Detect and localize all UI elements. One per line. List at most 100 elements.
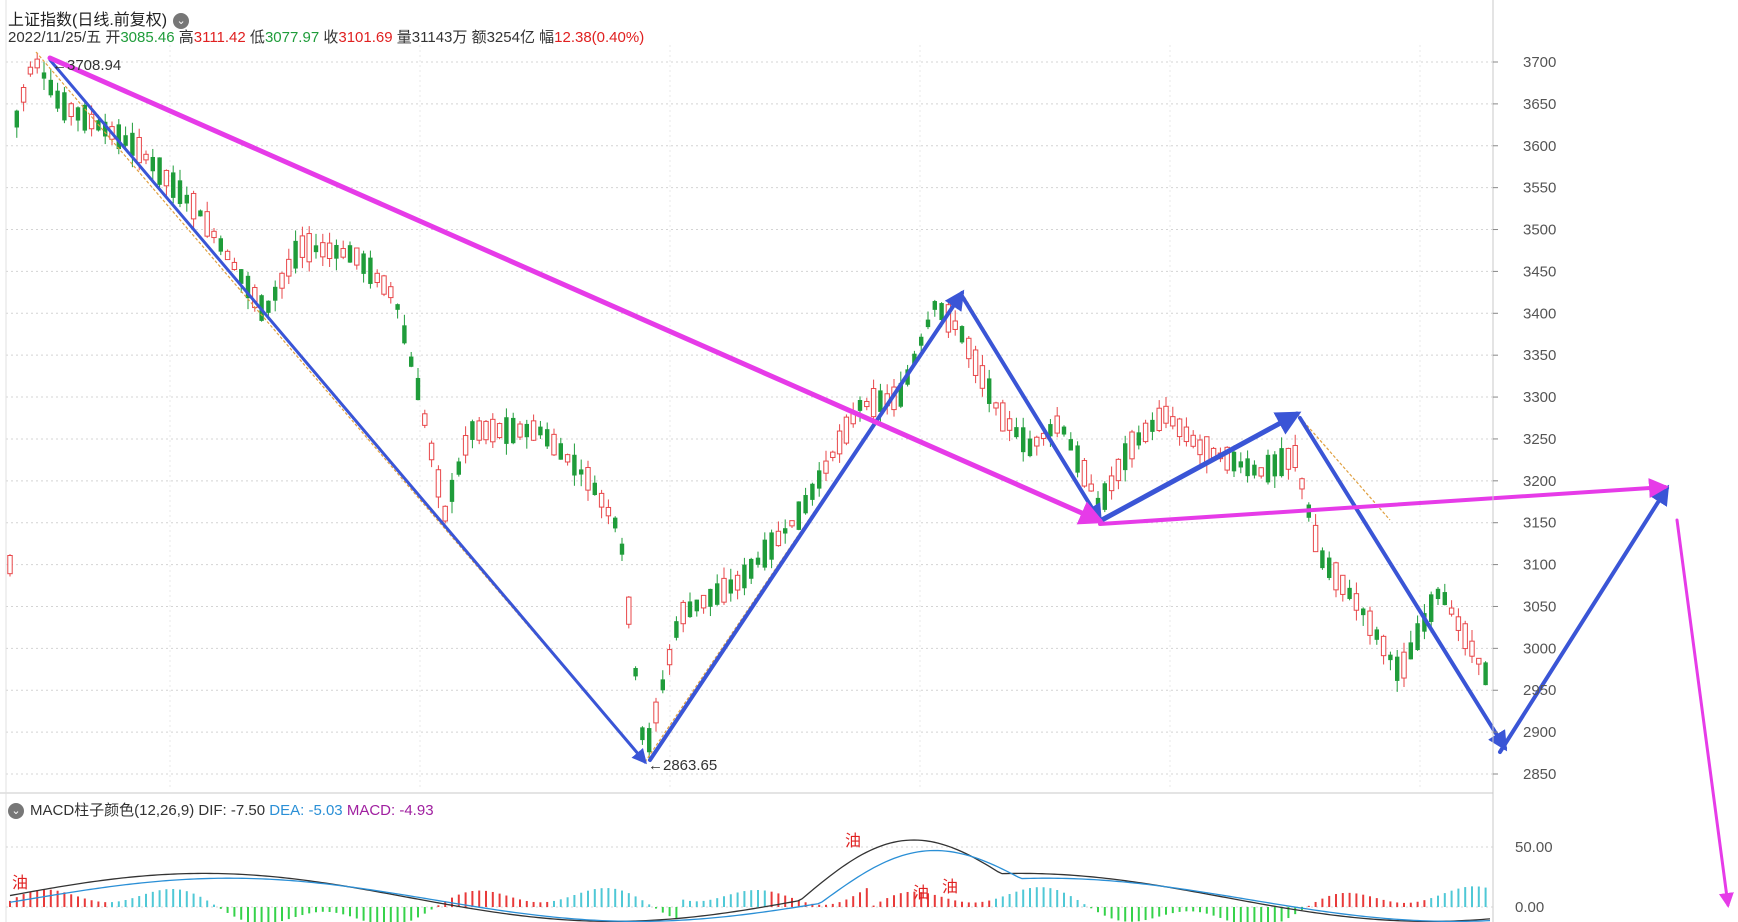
candle — [428, 440, 435, 468]
candle — [633, 666, 638, 681]
annotations: ←3708.94←2863.65油油油油 — [12, 57, 958, 902]
price-grid — [6, 45, 1493, 790]
candle — [279, 271, 285, 299]
candle — [1476, 657, 1482, 676]
candle — [1061, 425, 1067, 437]
chevron-down-icon[interactable]: ⌄ — [8, 803, 24, 820]
dea-value: -5.03 — [308, 802, 343, 819]
candle — [1238, 452, 1243, 474]
candle — [1265, 449, 1271, 485]
macd-tick-label: 50.00 — [1515, 839, 1553, 856]
candle — [836, 424, 843, 463]
price-tick-label: 3050 — [1523, 598, 1556, 615]
date-value: 2022/11/25/五 — [8, 29, 102, 46]
candle — [538, 420, 543, 439]
macd-title: MACD柱子颜色(12,26,9) — [30, 802, 195, 819]
dif-line — [9, 839, 1491, 922]
dea-line — [9, 849, 1491, 922]
candle — [1142, 419, 1149, 444]
high-value: 3111.42 — [193, 29, 246, 46]
candle — [449, 472, 455, 514]
candle — [1380, 634, 1387, 665]
candle — [687, 592, 693, 618]
candle — [1462, 620, 1468, 656]
candle — [1292, 434, 1298, 472]
candle — [783, 519, 788, 544]
macd-value: -4.93 — [399, 802, 434, 819]
candle — [177, 169, 183, 208]
candle — [123, 126, 128, 148]
candle — [306, 226, 312, 272]
candle — [993, 401, 999, 416]
low-label: 低 — [249, 29, 265, 46]
candle — [320, 233, 326, 267]
candle — [361, 250, 366, 283]
candle — [395, 303, 400, 319]
candle — [653, 697, 659, 732]
chevron-down-icon[interactable]: ⌄ — [173, 12, 190, 29]
price-tick-label: 3600 — [1523, 138, 1556, 155]
candle — [470, 419, 475, 449]
candle — [680, 600, 686, 633]
candle — [239, 269, 244, 293]
candle — [1034, 435, 1040, 456]
candle — [374, 269, 380, 288]
chart-title[interactable]: 上证指数(日线.前复权) ⌄ — [8, 6, 190, 30]
magenta-drop-arrow — [1675, 518, 1734, 908]
candle — [674, 616, 679, 641]
zigzag-guide — [1296, 413, 1391, 521]
index-title: 上证指数(日线.前复权) — [8, 12, 168, 29]
candle — [987, 369, 992, 413]
candle — [640, 726, 645, 745]
candle — [694, 599, 699, 617]
price-tick-label: 2900 — [1523, 724, 1556, 741]
candle — [1258, 467, 1264, 479]
candle — [511, 412, 516, 445]
candle — [184, 186, 189, 212]
candle — [1136, 425, 1141, 450]
magenta-flat-arrow — [1098, 478, 1669, 526]
candle — [1347, 579, 1352, 601]
candle — [286, 248, 292, 285]
candle — [1448, 600, 1455, 617]
amount-label: 额 — [471, 29, 487, 46]
candle — [157, 157, 162, 190]
candle — [626, 596, 632, 629]
candle — [7, 554, 13, 577]
down-arrow-2 — [960, 294, 1103, 525]
candle — [198, 209, 203, 217]
candle — [422, 409, 428, 429]
candle — [530, 414, 537, 441]
candle — [402, 314, 407, 345]
price-tick-label: 3400 — [1523, 305, 1556, 322]
oil-label: 油 — [845, 831, 861, 850]
candle — [1054, 407, 1060, 438]
price-tick-label: 3550 — [1523, 180, 1556, 197]
candle — [462, 426, 469, 464]
candle — [1102, 481, 1107, 513]
candle — [293, 230, 298, 274]
candle — [1442, 583, 1447, 606]
candle — [1204, 436, 1210, 474]
candle — [660, 670, 665, 694]
candle — [1367, 606, 1373, 645]
price-tick-label: 3150 — [1523, 515, 1556, 532]
candle — [1272, 451, 1277, 488]
candle — [925, 311, 931, 330]
candle — [1150, 412, 1155, 441]
candle — [415, 367, 421, 401]
volume-value: 31143万 — [411, 29, 468, 46]
candle — [27, 61, 34, 77]
candle — [755, 551, 761, 568]
candle — [150, 148, 155, 180]
candle — [1415, 615, 1420, 651]
candle — [1129, 429, 1135, 468]
close-label: 收 — [323, 29, 339, 46]
candle — [1408, 630, 1413, 660]
macd-header: ⌄ MACD柱子颜色(12,26,9) DIF: -7.50 DEA: -5.03… — [8, 799, 434, 820]
candle — [340, 240, 346, 260]
candle — [313, 233, 319, 259]
candle — [545, 422, 550, 449]
amount-value: 3254亿 — [486, 29, 535, 46]
